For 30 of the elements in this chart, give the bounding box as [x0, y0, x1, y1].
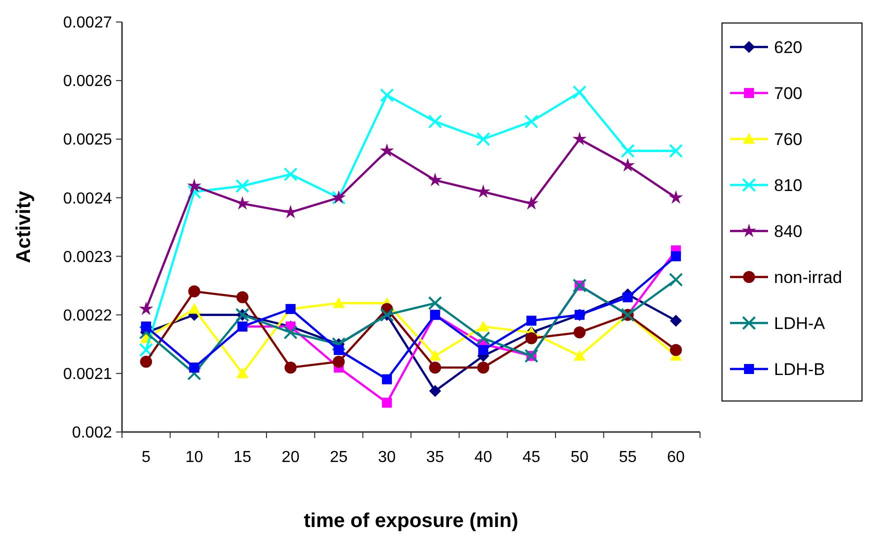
x-tick-label: 60 — [667, 449, 685, 466]
legend-label: 760 — [774, 130, 802, 149]
y-tick-label: 0.0025 — [63, 132, 112, 149]
x-tick-label: 15 — [234, 449, 252, 466]
y-tick-label: 0.0022 — [63, 307, 112, 324]
y-tick-label: 0.002 — [72, 424, 112, 442]
x-tick-label: 25 — [330, 449, 348, 466]
x-tick-label: 5 — [142, 449, 151, 466]
y-tick-label: 0.0021 — [63, 366, 112, 384]
legend-label: LDH-A — [774, 314, 826, 333]
x-tick-label: 20 — [282, 449, 300, 466]
y-tick-label: 0.0027 — [63, 14, 112, 32]
y-tick-label: 0.0023 — [63, 248, 112, 266]
x-tick-label: 50 — [570, 449, 589, 466]
x-tick-label: 10 — [185, 449, 204, 466]
y-tick-label: 0.0024 — [63, 190, 112, 208]
y-tick-label: 0.0026 — [63, 73, 112, 90]
x-tick-label: 35 — [426, 449, 444, 466]
x-axis-title: time of exposure (min) — [304, 510, 518, 532]
x-tick-label: 40 — [474, 449, 492, 466]
x-tick-label: 30 — [378, 449, 396, 466]
y-axis-title: Activity — [13, 190, 35, 264]
x-tick-label: 55 — [618, 449, 637, 466]
legend-label: 620 — [774, 38, 802, 57]
legend-label: 840 — [774, 222, 802, 241]
legend-label: non-irrad — [774, 268, 842, 287]
legend-label: 700 — [774, 84, 802, 103]
x-tick-label: 45 — [522, 449, 540, 466]
legend-label: 810 — [774, 176, 802, 195]
legend-label: LDH-B — [774, 360, 826, 379]
